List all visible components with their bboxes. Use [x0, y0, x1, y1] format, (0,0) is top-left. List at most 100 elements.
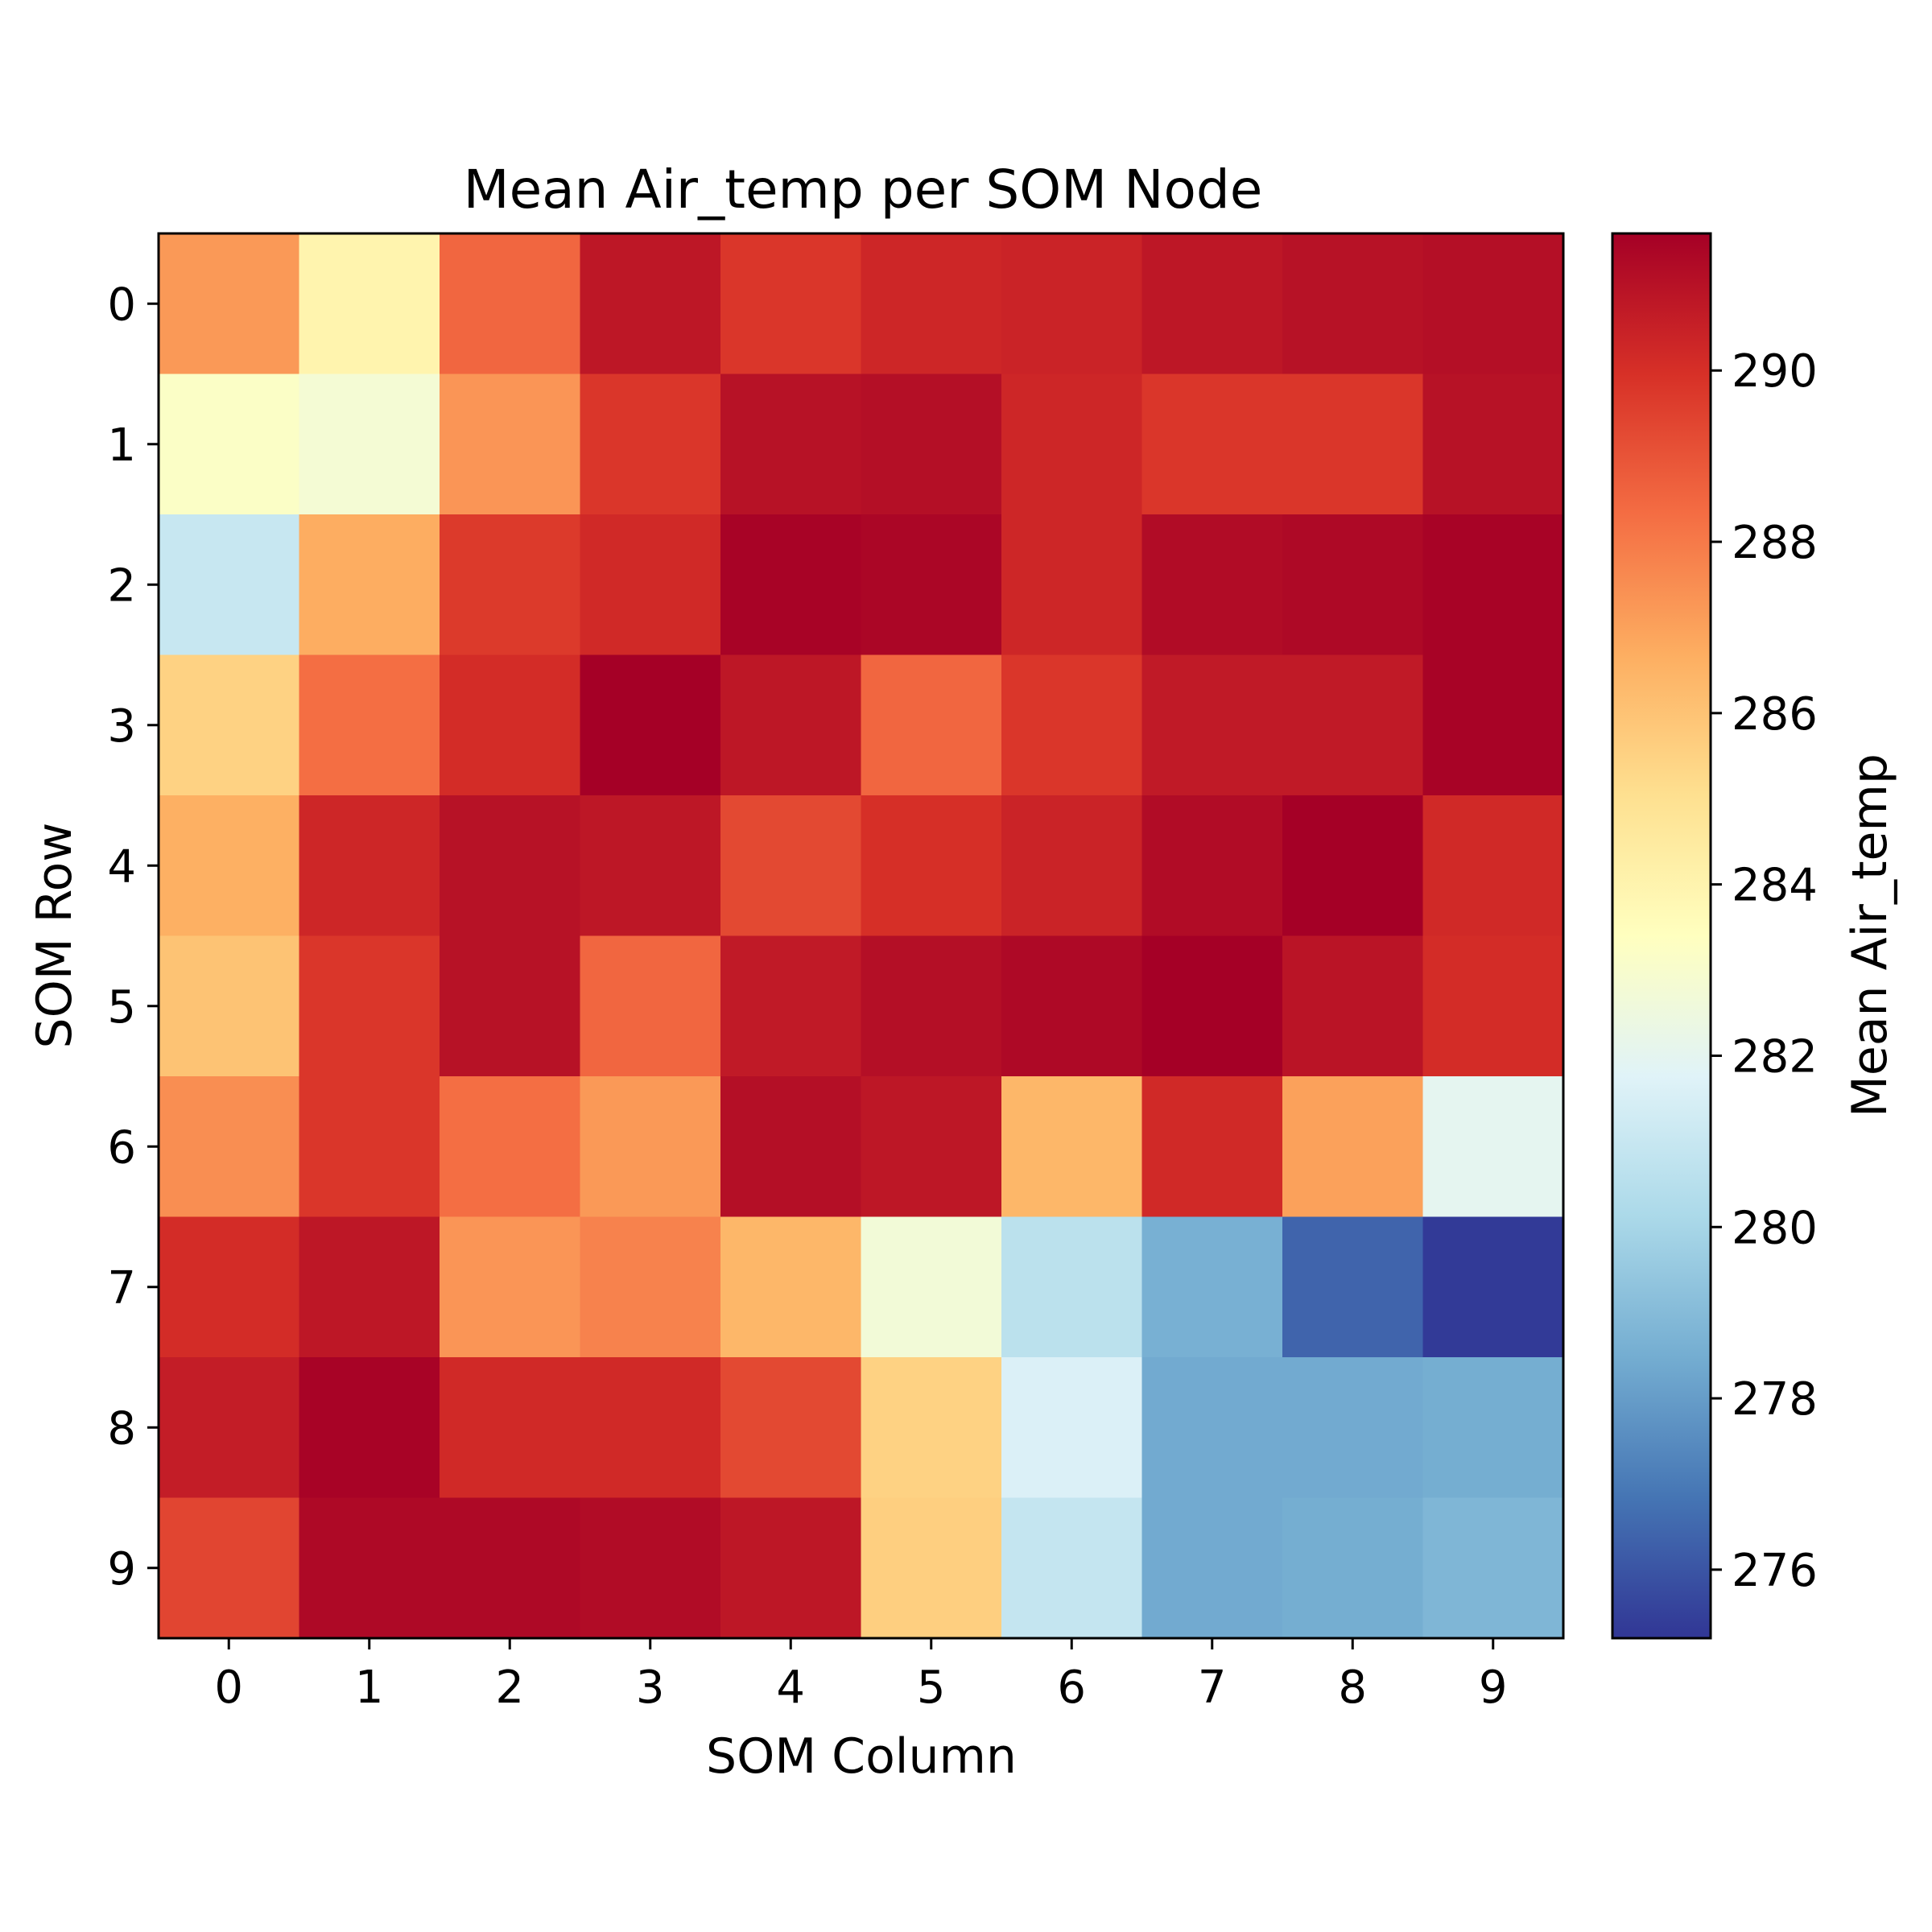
heatmap-cell-r1-c3 — [580, 374, 721, 515]
heatmap-cell-r2-c5 — [861, 514, 1002, 656]
heatmap-cell-r9-c2 — [440, 1497, 581, 1639]
y-axis-ticks: 0 1 2 3 4 5 6 7 8 9 — [107, 279, 159, 1596]
heatmap-cell-r9-c8 — [1282, 1497, 1424, 1639]
heatmap-cell-r6-c8 — [1282, 1076, 1424, 1218]
heatmap-cell-r3-c7 — [1141, 654, 1283, 796]
heatmap-cell-r7-c7 — [1141, 1216, 1283, 1358]
heatmap-cell-r3-c1 — [299, 654, 440, 796]
heatmap-cell-r7-c1 — [299, 1216, 440, 1358]
heatmap-cell-r1-c8 — [1282, 374, 1424, 515]
heatmap-cell-r6-c1 — [299, 1076, 440, 1218]
heatmap-cell-r3-c4 — [720, 654, 862, 796]
colorbar-ticks: 276 278 280 282 284 286 288 290 — [1711, 345, 1818, 1597]
heatmap-cell-r4-c4 — [720, 795, 862, 937]
heatmap-cell-r8-c5 — [861, 1357, 1002, 1499]
x-tick-label: 3 — [636, 1662, 665, 1714]
y-tick-label: 8 — [107, 1402, 136, 1455]
x-axis-label: SOM Column — [706, 1728, 1017, 1785]
heatmap-cell-r5-c3 — [580, 935, 721, 1077]
heatmap-cell-r1-c7 — [1141, 374, 1283, 515]
heatmap-cell-r2-c1 — [299, 514, 440, 656]
heatmap-cell-r1-c2 — [440, 374, 581, 515]
heatmap-cell-r9-c4 — [720, 1497, 862, 1639]
heatmap-cell-r0-c2 — [440, 233, 581, 375]
heatmap-cell-r2-c2 — [440, 514, 581, 656]
chart-title: Mean Air_temp per SOM Node — [464, 159, 1263, 221]
heatmap-cell-r7-c3 — [580, 1216, 721, 1358]
heatmap-cell-r4-c7 — [1141, 795, 1283, 937]
heatmap-cell-r9-c9 — [1422, 1497, 1564, 1639]
heatmap-cell-r3-c6 — [1001, 654, 1143, 796]
y-tick-label: 1 — [107, 419, 136, 472]
heatmap-cell-r5-c2 — [440, 935, 581, 1077]
heatmap-cell-r8-c6 — [1001, 1357, 1143, 1499]
heatmap-cell-r7-c0 — [159, 1216, 300, 1358]
heatmap-cell-r0-c8 — [1282, 233, 1424, 375]
colorbar-tick-label: 280 — [1732, 1202, 1818, 1254]
heatmap-cell-r3-c2 — [440, 654, 581, 796]
heatmap-cell-r8-c1 — [299, 1357, 440, 1499]
colorbar-tick-label: 290 — [1732, 345, 1818, 398]
x-tick-label: 8 — [1338, 1662, 1367, 1714]
x-tick-label: 0 — [214, 1662, 243, 1714]
heatmap-cell-r1-c0 — [159, 374, 300, 515]
heatmap-cell-r9-c7 — [1141, 1497, 1283, 1639]
heatmap-cell-r6-c0 — [159, 1076, 300, 1218]
heatmap-cell-r1-c9 — [1422, 374, 1564, 515]
heatmap-cell-r4-c1 — [299, 795, 440, 937]
heatmap-cell-r2-c6 — [1001, 514, 1143, 656]
colorbar-tick-label: 284 — [1732, 860, 1818, 912]
heatmap-cell-r3-c9 — [1422, 654, 1564, 796]
heatmap-cell-r2-c9 — [1422, 514, 1564, 656]
heatmap-cell-r2-c8 — [1282, 514, 1424, 656]
heatmap-cell-r5-c6 — [1001, 935, 1143, 1077]
heatmap-cell-r9-c0 — [159, 1497, 300, 1639]
heatmap-cell-r5-c7 — [1141, 935, 1283, 1077]
heatmap-cell-r3-c0 — [159, 654, 300, 796]
y-tick-label: 7 — [107, 1262, 136, 1315]
y-tick-label: 3 — [107, 700, 136, 753]
heatmap-cell-r0-c9 — [1422, 233, 1564, 375]
colorbar-tick-label: 286 — [1732, 688, 1818, 741]
y-tick-label: 2 — [107, 559, 136, 612]
x-tick-label: 1 — [355, 1662, 384, 1714]
heatmap-cell-r4-c9 — [1422, 795, 1564, 937]
heatmap-cell-r9-c1 — [299, 1497, 440, 1639]
heatmap-cell-r7-c2 — [440, 1216, 581, 1358]
heatmap-cell-r5-c4 — [720, 935, 862, 1077]
colorbar-tick-label: 278 — [1732, 1373, 1818, 1426]
x-tick-label: 4 — [776, 1662, 805, 1714]
heatmap-cell-r8-c7 — [1141, 1357, 1283, 1499]
heatmap-cell-r4-c3 — [580, 795, 721, 937]
x-tick-label: 2 — [495, 1662, 524, 1714]
heatmap-cell-r9-c6 — [1001, 1497, 1143, 1639]
heatmap-cell-r4-c8 — [1282, 795, 1424, 937]
heatmap-cell-r9-c3 — [580, 1497, 721, 1639]
y-axis-label: SOM Row — [27, 823, 83, 1049]
colorbar-tick-label: 276 — [1732, 1545, 1818, 1597]
x-tick-label: 5 — [917, 1662, 946, 1714]
heatmap-cell-r7-c4 — [720, 1216, 862, 1358]
heatmap-cell-r9-c5 — [861, 1497, 1002, 1639]
heatmap-cell-r6-c5 — [861, 1076, 1002, 1218]
heatmap-cell-r5-c5 — [861, 935, 1002, 1077]
colorbar-tick-label: 282 — [1732, 1030, 1818, 1083]
heatmap-cell-r6-c3 — [580, 1076, 721, 1218]
heatmap-cell-r2-c4 — [720, 514, 862, 656]
heatmap-cell-r8-c3 — [580, 1357, 721, 1499]
x-tick-label: 6 — [1057, 1662, 1086, 1714]
heatmap-cell-r7-c6 — [1001, 1216, 1143, 1358]
heatmap-cell-r6-c9 — [1422, 1076, 1564, 1218]
heatmap-cell-r8-c9 — [1422, 1357, 1564, 1499]
colorbar — [1611, 232, 1712, 1640]
heatmap-cell-r0-c3 — [580, 233, 721, 375]
heatmap-cell-r8-c4 — [720, 1357, 862, 1499]
heatmap-cell-r7-c5 — [861, 1216, 1002, 1358]
heatmap-cell-r6-c2 — [440, 1076, 581, 1218]
x-tick-label: 7 — [1198, 1662, 1227, 1714]
heatmap-cell-r5-c9 — [1422, 935, 1564, 1077]
heatmap-cell-r0-c1 — [299, 233, 440, 375]
heatmap-cell-r0-c4 — [720, 233, 862, 375]
heatmap-cell-r1-c4 — [720, 374, 862, 515]
